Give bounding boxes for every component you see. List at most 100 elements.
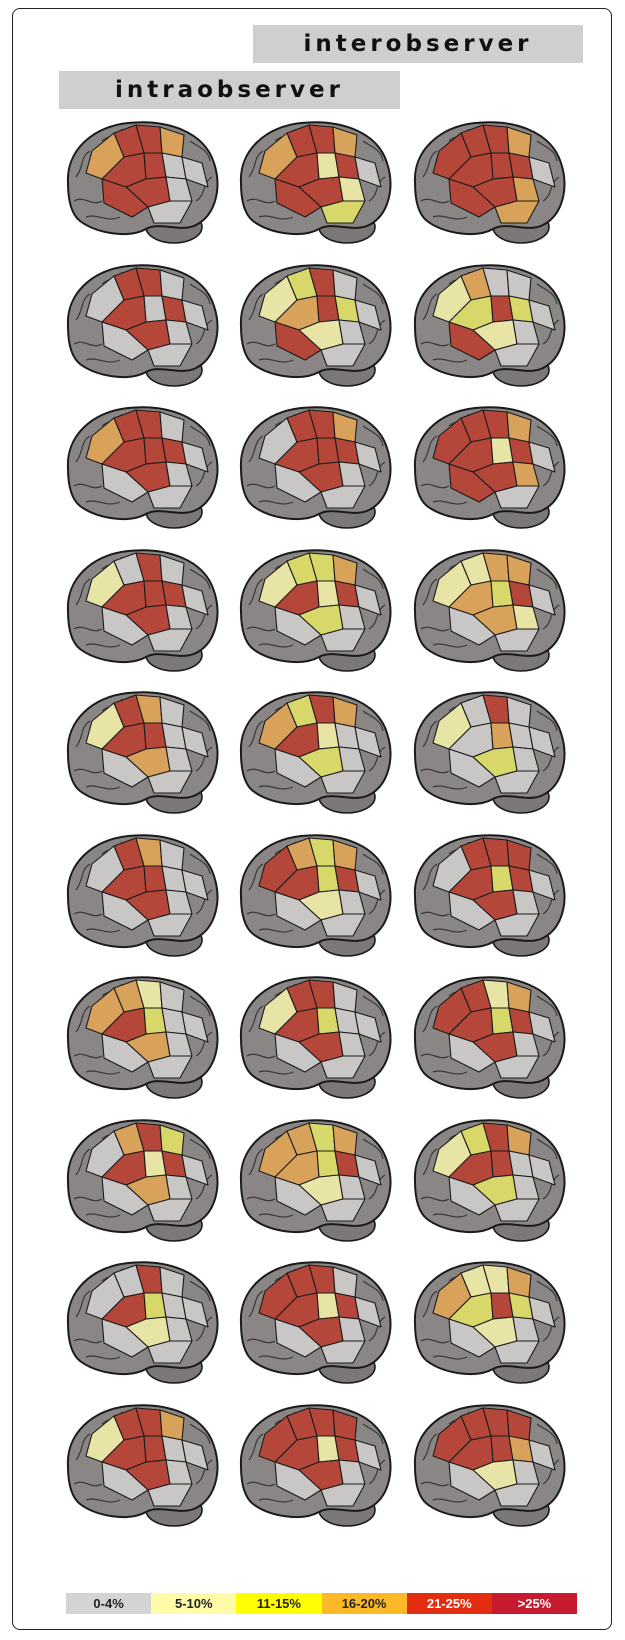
region-10 (274, 320, 322, 361)
figure-frame (12, 8, 612, 1630)
region-12 (528, 441, 556, 473)
brain-map-r1-c1 (66, 121, 219, 244)
region-10 (101, 748, 149, 788)
brain-map-r7-c3 (413, 976, 566, 1099)
region-11 (320, 342, 366, 367)
region-12 (528, 583, 556, 616)
brain-map-r3-c1 (66, 406, 219, 529)
region-12 (354, 1296, 382, 1328)
region-12 (181, 441, 209, 473)
region-11 (147, 1482, 193, 1507)
region-11 (147, 485, 193, 509)
brain-map-r2-c1 (66, 263, 219, 387)
region-10 (448, 748, 496, 788)
brain-map-r5-c3 (413, 691, 566, 814)
gyri-lines (73, 271, 213, 363)
brain-map-r1-c2 (239, 121, 392, 244)
region-11 (494, 770, 540, 794)
region-12 (528, 868, 556, 901)
brain-map-r1-c3 (413, 121, 566, 244)
region-11 (494, 1055, 540, 1079)
region-12 (181, 1153, 209, 1186)
region-11 (320, 1482, 366, 1507)
gyri-lines (246, 1411, 386, 1503)
intraobserver-header: intraobserver (59, 71, 400, 109)
region-10 (274, 1318, 322, 1358)
gyri-lines (420, 271, 560, 363)
region-10 (101, 463, 149, 503)
legend-swatch-3: 16-20% (321, 1593, 407, 1614)
region-10 (448, 605, 496, 646)
region-12 (181, 156, 209, 188)
region-10 (448, 890, 496, 931)
legend-swatch-2: 11-15% (236, 1593, 322, 1614)
region-11 (147, 342, 193, 367)
brain-map-r8-c1 (66, 1118, 219, 1242)
gyri-lines (246, 1126, 386, 1218)
region-10 (448, 1318, 496, 1358)
region-10 (274, 1175, 322, 1216)
region-10 (101, 605, 149, 646)
brain-map-r10-c3 (413, 1403, 566, 1527)
gyri-lines (73, 698, 213, 790)
brain-map-r8-c2 (239, 1118, 392, 1242)
brain-map-r9-c2 (239, 1261, 392, 1384)
region-12 (181, 1011, 209, 1043)
legend-label-3: 16-20% (341, 1596, 387, 1611)
legend-label-2: 11-15% (256, 1596, 301, 1611)
region-11 (494, 485, 540, 509)
region-10 (448, 178, 496, 218)
region-10 (448, 463, 496, 503)
gyri-lines (246, 841, 386, 933)
gyri-lines (420, 698, 560, 790)
brain-map-r9-c1 (66, 1261, 219, 1384)
region-12 (354, 298, 382, 331)
interobserver-header: interobserver (253, 25, 583, 63)
region-10 (101, 1318, 149, 1358)
gyri-lines (420, 413, 560, 505)
brain-map-r4-c1 (66, 548, 219, 672)
brain-map-r3-c2 (239, 406, 392, 529)
region-12 (354, 583, 382, 616)
region-11 (494, 912, 540, 937)
brain-map-r6-c3 (413, 833, 566, 957)
region-12 (354, 156, 382, 188)
gyri-lines (420, 1126, 560, 1218)
region-10 (274, 463, 322, 503)
region-12 (528, 1296, 556, 1328)
region-10 (274, 1460, 322, 1501)
brain-map-r4-c2 (239, 548, 392, 672)
legend-label-1: 5-10% (174, 1596, 213, 1611)
region-11 (147, 912, 193, 937)
gyri-lines (246, 271, 386, 363)
legend-label-4: 21-25% (426, 1596, 472, 1611)
gyri-lines (73, 841, 213, 933)
region-11 (320, 912, 366, 937)
region-11 (147, 1055, 193, 1079)
region-12 (181, 583, 209, 616)
brain-map-r7-c1 (66, 976, 219, 1099)
region-10 (448, 1460, 496, 1501)
region-11 (494, 1197, 540, 1222)
gyri-lines (73, 556, 213, 648)
region-10 (448, 320, 496, 361)
region-11 (494, 1482, 540, 1507)
brain-map-r6-c2 (239, 833, 392, 957)
region-12 (528, 726, 556, 758)
region-12 (354, 1011, 382, 1043)
brain-map-r3-c3 (413, 406, 566, 529)
legend-swatch-0: 0-4% (66, 1593, 152, 1614)
region-11 (320, 770, 366, 794)
brain-map-r6-c1 (66, 833, 219, 957)
region-12 (528, 156, 556, 188)
gyri-lines (73, 983, 213, 1075)
region-11 (147, 1197, 193, 1222)
brain-map-r8-c3 (413, 1118, 566, 1242)
region-10 (101, 178, 149, 218)
legend-label-0: 0-4% (93, 1596, 124, 1611)
region-12 (528, 1153, 556, 1186)
gyri-lines (246, 556, 386, 648)
brain-map-r4-c3 (413, 548, 566, 672)
gyri-lines (420, 1268, 560, 1360)
region-11 (147, 200, 193, 224)
